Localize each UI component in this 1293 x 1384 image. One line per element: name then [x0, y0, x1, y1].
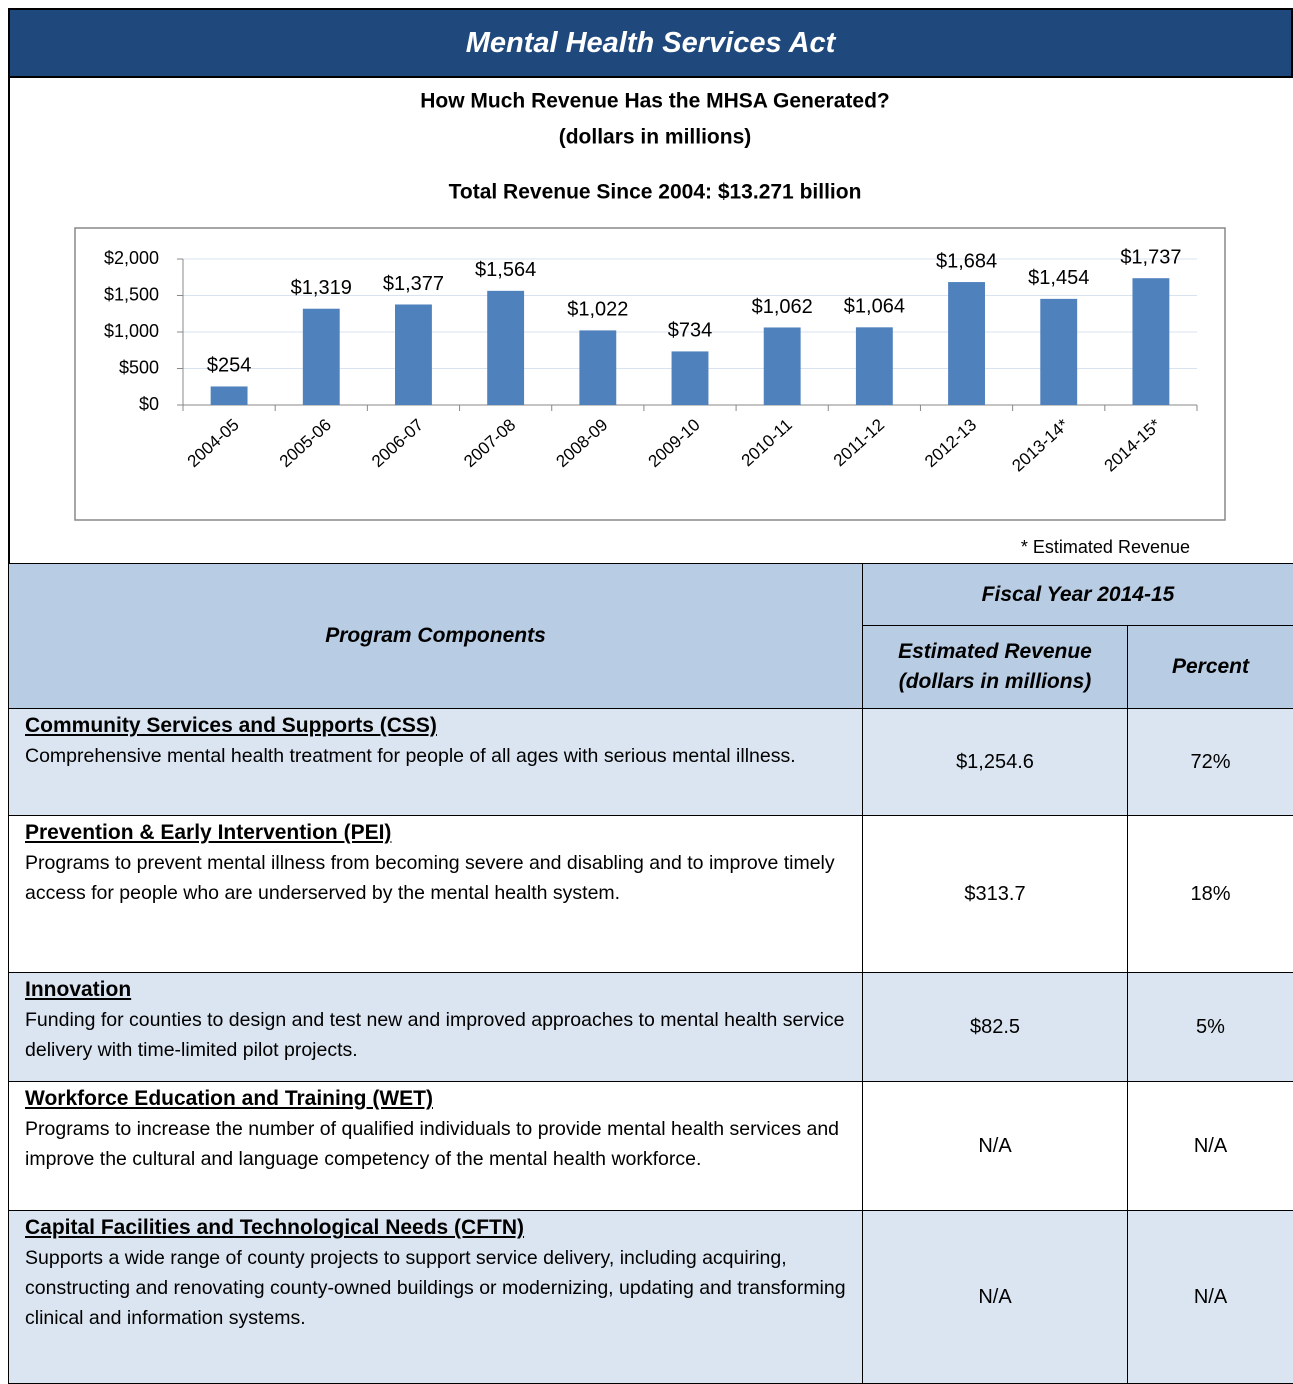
component-cell: Capital Facilities and Technological Nee…	[8, 1210, 863, 1384]
data-label: $1,737	[1120, 246, 1181, 268]
chart-title: How Much Revenue Has the MHSA Generated?	[420, 90, 889, 113]
data-label: $1,564	[475, 259, 536, 281]
percent-cell: 18%	[1127, 815, 1293, 973]
revenue-cell: N/A	[862, 1081, 1128, 1211]
component-cell: Innovation Funding for counties to design…	[8, 972, 863, 1082]
component-description: Supports a wide range of county projects…	[25, 1247, 846, 1329]
th-fiscal-year: Fiscal Year 2014-15	[862, 563, 1293, 626]
bar	[855, 327, 893, 405]
chart-frame	[74, 227, 1226, 521]
data-label: $734	[668, 320, 713, 342]
data-label: $1,062	[752, 296, 813, 318]
component-name: Innovation	[25, 978, 132, 1001]
bar	[1040, 298, 1078, 405]
y-tick-label: $500	[119, 357, 159, 377]
percent-cell: 5%	[1127, 972, 1293, 1082]
table: Program Components Fiscal Year 2014-15 E…	[8, 563, 1293, 1384]
revenue-cell: N/A	[862, 1210, 1128, 1384]
component-description: Comprehensive mental health treatment fo…	[25, 745, 796, 767]
percent-cell: N/A	[1127, 1081, 1293, 1211]
y-tick-label: $1,000	[104, 321, 159, 341]
th-revenue: Estimated Revenue (dollars in millions)	[862, 625, 1128, 709]
y-tick-label: $0	[139, 394, 159, 414]
component-name: Prevention & Early Intervention (PEI)	[25, 821, 392, 844]
bar	[948, 282, 985, 405]
data-label: $1,064	[844, 296, 905, 318]
component-cell: Community Services and Supports (CSS) Com…	[8, 708, 863, 816]
component-description: Programs to prevent mental illness from …	[25, 852, 835, 904]
chart-annotation: Total Revenue Since 2004: $13.271 billio…	[449, 181, 862, 204]
bar	[395, 304, 432, 405]
component-name: Community Services and Supports (CSS)	[25, 714, 437, 737]
data-label: $1,022	[567, 299, 628, 321]
th-revenue-line: Estimated Revenue	[898, 640, 1092, 663]
data-label: $1,454	[1028, 267, 1089, 289]
chart-subtitle: (dollars in millions)	[559, 126, 752, 149]
component-name: Capital Facilities and Technological Nee…	[25, 1216, 525, 1239]
bar	[671, 351, 709, 405]
component-name: Workforce Education and Training (WET)	[25, 1087, 433, 1110]
data-label: $1,377	[383, 273, 444, 295]
y-tick-label: $2,000	[104, 248, 159, 268]
revenue-cell: $1,254.6	[862, 708, 1128, 816]
bar	[302, 308, 340, 405]
footnote: * Estimated Revenue	[1021, 537, 1190, 557]
component-description: Funding for counties to design and test …	[25, 1009, 845, 1061]
component-description: Programs to increase the number of quali…	[25, 1118, 840, 1170]
y-tick-label: $1,500	[104, 284, 159, 304]
data-label: $254	[207, 355, 252, 377]
revenue-cell: $313.7	[862, 815, 1128, 973]
data-label: $1,319	[291, 277, 352, 299]
revenue-cell: $82.5	[862, 972, 1128, 1082]
bar	[579, 330, 617, 405]
bar	[210, 386, 248, 405]
data-label: $1,684	[936, 250, 997, 272]
bar	[763, 327, 801, 405]
component-cell: Workforce Education and Training (WET) Pr…	[8, 1081, 863, 1211]
th-percent: Percent	[1127, 625, 1293, 709]
th-components: Program Components	[8, 563, 863, 709]
chart: How Much Revenue Has the MHSA Generated?…	[74, 90, 1226, 557]
bar	[1132, 278, 1170, 405]
component-cell: Prevention & Early Intervention (PEI) Pro…	[8, 815, 863, 973]
percent-cell: N/A	[1127, 1210, 1293, 1384]
percent-cell: 72%	[1127, 708, 1293, 816]
chart-section	[8, 78, 1293, 563]
header-title: Mental Health Services Act	[8, 8, 1293, 78]
bar	[487, 290, 525, 405]
th-revenue-line: (dollars in millions)	[898, 670, 1092, 693]
